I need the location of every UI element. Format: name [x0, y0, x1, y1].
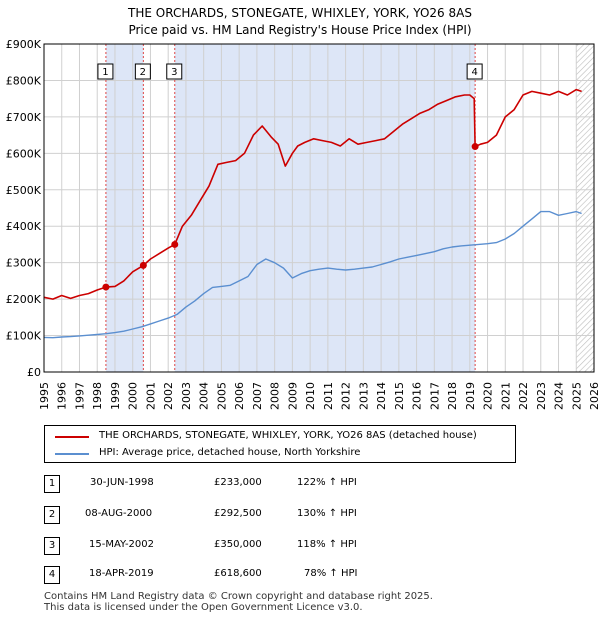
table-row: 3 15-MAY-2002 £350,000 118% ↑ HPI — [0, 537, 600, 557]
x-tick-label: 2017 — [428, 382, 441, 410]
x-tick-label: 2001 — [144, 382, 157, 410]
x-tick-label: 1998 — [91, 382, 104, 410]
sale-point — [139, 261, 147, 269]
sale-label-box — [97, 63, 114, 80]
y-tick-label: £900K — [6, 38, 42, 51]
x-tick-label: 2022 — [517, 382, 530, 410]
x-tick-label: 2014 — [375, 382, 388, 410]
sale-point — [102, 283, 110, 291]
x-tick-label: 2013 — [357, 382, 370, 410]
sale-price: £350,000 — [214, 539, 262, 550]
sale-date: 30-JUN-1998 — [90, 477, 154, 488]
x-tick-label: 1996 — [56, 382, 69, 410]
x-tick-label: 2007 — [251, 382, 264, 410]
legend-label-hpi: HPI: Average price, detached house, Nort… — [99, 447, 361, 458]
x-tick-label: 2002 — [162, 382, 175, 410]
x-tick-label: 2006 — [233, 382, 246, 410]
x-tick-label: 2021 — [499, 382, 512, 410]
x-tick-label: 2015 — [393, 382, 406, 410]
sale-price: £618,600 — [214, 568, 262, 579]
chart-subtitle: Price paid vs. HM Land Registry's House … — [128, 23, 472, 37]
x-tick-label: 2004 — [198, 382, 211, 410]
sale-point — [171, 240, 179, 248]
sale-price: £233,000 — [214, 477, 262, 488]
footer-licence: This data is licensed under the Open Gov… — [44, 602, 363, 613]
shaded-period — [106, 44, 144, 372]
hatched-region — [576, 44, 594, 372]
x-tick-label: 2005 — [215, 382, 228, 410]
sale-number-badge: 4 — [44, 566, 60, 584]
sale-number-badge: 2 — [44, 506, 60, 524]
x-tick-label: 2026 — [588, 382, 600, 410]
x-tick-label: 2020 — [482, 382, 495, 410]
sale-number-badge: 3 — [44, 537, 60, 555]
y-tick-label: £100K — [6, 330, 42, 343]
x-tick-label: 1997 — [73, 382, 86, 410]
price-chart: 1 2 3 4 £0 £100K £200K £300K £400K £500K £600K £70… — [6, 38, 600, 410]
legend-swatch-hpi — [55, 453, 89, 455]
table-row: 2 08-AUG-2000 £292,500 130% ↑ HPI — [0, 506, 600, 526]
legend-item-hpi: HPI: Average price, detached house, Nort… — [45, 445, 515, 461]
sale-date: 08-AUG-2000 — [85, 508, 153, 519]
shaded-period — [174, 44, 476, 372]
sale-price: £292,500 — [214, 508, 262, 519]
sale-label-number: 3 — [171, 67, 177, 78]
sale-label-box — [166, 63, 183, 80]
x-tick-label: 2025 — [570, 382, 583, 410]
y-tick-label: £500K — [6, 184, 42, 197]
sale-label-number: 2 — [140, 67, 146, 78]
legend-item-property: THE ORCHARDS, STONEGATE, WHIXLEY, YORK, … — [45, 428, 515, 444]
x-tick-label: 2023 — [535, 382, 548, 410]
footer-copyright: Contains HM Land Registry data © Crown c… — [44, 591, 433, 602]
sale-label-number: 1 — [102, 67, 108, 78]
sale-point — [471, 143, 479, 151]
x-tick-label: 2018 — [446, 382, 459, 410]
y-tick-label: £700K — [6, 111, 42, 124]
legend: THE ORCHARDS, STONEGATE, WHIXLEY, YORK, … — [44, 425, 516, 463]
sale-label-box — [466, 63, 483, 80]
table-row: 4 18-APR-2019 £618,600 78% ↑ HPI — [0, 566, 600, 586]
x-tick-label: 2010 — [304, 382, 317, 410]
x-tick-label: 1999 — [109, 382, 122, 410]
legend-label-property: THE ORCHARDS, STONEGATE, WHIXLEY, YORK, … — [99, 430, 477, 441]
x-tick-label: 2003 — [180, 382, 193, 410]
x-tick-label: 2019 — [464, 382, 477, 410]
sale-label-box — [134, 63, 151, 80]
sale-date: 15-MAY-2002 — [89, 539, 155, 550]
x-tick-label: 2012 — [340, 382, 353, 410]
sale-hpi-change: 122% ↑ HPI — [297, 477, 357, 488]
y-tick-label: £400K — [6, 220, 42, 233]
plot-border — [43, 43, 595, 373]
sale-hpi-change: 118% ↑ HPI — [297, 539, 357, 550]
legend-swatch-property — [55, 436, 89, 438]
x-tick-label: 2008 — [269, 382, 282, 410]
y-tick-label: £0 — [27, 366, 41, 379]
y-tick-label: £800K — [6, 74, 42, 87]
sale-number-badge: 1 — [44, 475, 60, 493]
y-tick-label: £300K — [6, 257, 42, 270]
sale-date: 18-APR-2019 — [89, 568, 154, 579]
sale-hpi-change: 78% ↑ HPI — [304, 568, 358, 579]
x-tick-label: 2016 — [411, 382, 424, 410]
x-tick-label: 2024 — [553, 382, 566, 410]
x-tick-label: 1995 — [38, 382, 51, 410]
x-tick-label: 2000 — [127, 382, 140, 410]
y-tick-label: £600K — [6, 147, 42, 160]
x-tick-label: 2009 — [286, 382, 299, 410]
sale-hpi-change: 130% ↑ HPI — [297, 508, 357, 519]
y-tick-label: £200K — [6, 293, 42, 306]
table-row: 1 30-JUN-1998 £233,000 122% ↑ HPI — [0, 475, 600, 495]
x-tick-label: 2011 — [322, 382, 335, 410]
hpi-line — [43, 210, 582, 339]
chart-title: THE ORCHARDS, STONEGATE, WHIXLEY, YORK, … — [128, 6, 472, 20]
sale-label-number: 4 — [471, 67, 477, 78]
